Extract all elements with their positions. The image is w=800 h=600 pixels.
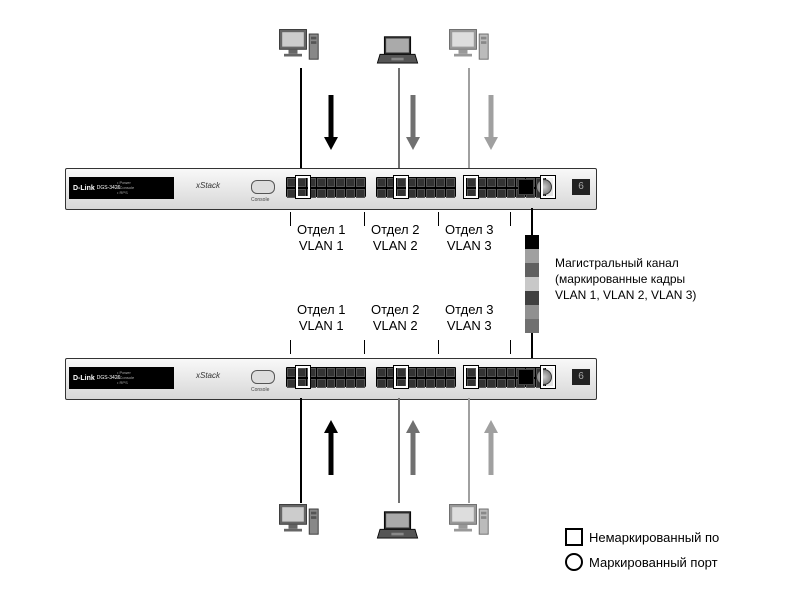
- laptop-bot: [375, 510, 420, 545]
- conn-bot-3: [468, 398, 470, 503]
- legend-untagged-label: Немаркированный по: [589, 530, 719, 545]
- desktop-bot-2: [445, 500, 490, 545]
- conn-top-3: [468, 68, 470, 168]
- hl-port-bot-1: [296, 366, 310, 388]
- desktop-top-2: [445, 25, 490, 70]
- hl-port-top-3: [464, 176, 478, 198]
- trunk-line-top: [531, 208, 533, 235]
- sep-t2: [364, 212, 365, 226]
- switch-top: D-Link DGS-3426 • Power• Console• RPS xS…: [65, 168, 597, 210]
- switch-leds: • Power• Console• RPS: [117, 180, 134, 195]
- hl-port-top-2: [394, 176, 408, 198]
- sep-t1: [290, 212, 291, 226]
- vlabel-bot-3: Отдел 3 VLAN 3: [445, 302, 493, 334]
- trunk-line-bot: [531, 333, 533, 358]
- circle-icon: [565, 553, 583, 571]
- brand-panel-b: D-Link DGS-3426 • Power• Console• RPS: [69, 367, 174, 389]
- legend-tagged: Маркированный порт: [565, 553, 718, 571]
- sep-b2: [364, 340, 365, 354]
- arrow-down-2: [406, 95, 420, 155]
- switch-bottom: D-Link DGS-3426 • Power• Console• RPS xS…: [65, 358, 597, 400]
- port-block-2: [376, 177, 456, 197]
- sep-t3: [438, 212, 439, 226]
- hl-port-bot-trunk: [541, 366, 555, 388]
- arrow-up-1: [324, 420, 338, 480]
- hl-port-bot-3: [464, 366, 478, 388]
- arrow-down-1: [324, 95, 338, 155]
- sep-t4: [510, 212, 511, 226]
- trunk-bar: [525, 235, 539, 333]
- brand-text: D-Link: [73, 185, 95, 192]
- conn-top-1: [300, 68, 302, 168]
- brand-panel: D-Link DGS-3426 • Power• Console• RPS: [69, 177, 174, 199]
- sep-b4: [510, 340, 511, 354]
- arrow-up-2: [406, 420, 420, 480]
- legend-untagged: Немаркированный по: [565, 528, 719, 546]
- conn-bot-1: [300, 398, 302, 503]
- sep-b3: [438, 340, 439, 354]
- arrow-up-3: [484, 420, 498, 480]
- hl-port-top-1: [296, 176, 310, 198]
- legend-tagged-label: Маркированный порт: [589, 555, 718, 570]
- desktop-bot-1: [275, 500, 320, 545]
- hl-port-top-trunk: [541, 176, 555, 198]
- console-port: [251, 180, 275, 194]
- sfp-slot: 6: [572, 179, 590, 195]
- conn-bot-2: [398, 398, 400, 503]
- vlabel-top-3: Отдел 3 VLAN 3: [445, 222, 493, 254]
- square-icon: [565, 528, 583, 546]
- desktop-top-1: [275, 25, 320, 70]
- arrow-down-3: [484, 95, 498, 155]
- laptop-top: [375, 35, 420, 70]
- vlabel-top-1: Отдел 1 VLAN 1: [297, 222, 345, 254]
- sep-b1: [290, 340, 291, 354]
- series-label: xStack: [196, 181, 220, 190]
- console-label: Console: [251, 197, 269, 203]
- vlabel-bot-1: Отдел 1 VLAN 1: [297, 302, 345, 334]
- trunk-text: Магистральный канал (маркированные кадры…: [555, 255, 696, 303]
- vlabel-top-2: Отдел 2 VLAN 2: [371, 222, 419, 254]
- vlabel-bot-2: Отдел 2 VLAN 2: [371, 302, 419, 334]
- hl-port-bot-2: [394, 366, 408, 388]
- conn-top-2: [398, 68, 400, 168]
